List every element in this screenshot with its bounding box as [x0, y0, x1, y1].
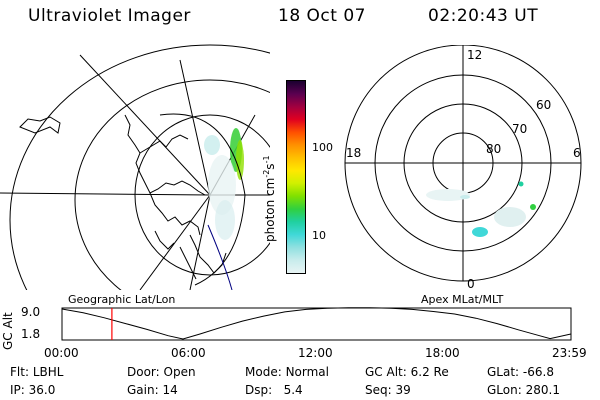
lat-circle-outer — [9, 44, 270, 290]
colorbar-unit-label: photon cm-2s-1 — [262, 155, 277, 242]
mlt-label-12: 12 — [467, 48, 482, 62]
info-ip: IP: 36.0 — [10, 383, 56, 397]
polar-mlt-plot: 12 18 6 0 60 70 80 — [344, 45, 582, 290]
left-map-caption: Geographic Lat/Lon — [68, 293, 176, 306]
instrument-title: Ultraviolet Imager — [28, 6, 191, 26]
date-label: 18 Oct 07 — [278, 6, 366, 26]
mlt-label-6: 6 — [573, 146, 581, 160]
timeline-xtick-0000: 00:00 — [44, 346, 79, 360]
timeline-ytick-bottom: 1.8 — [21, 327, 41, 341]
timeline-xtick-1200: 12:00 — [298, 346, 333, 360]
meridian-line — [139, 194, 211, 290]
info-gain: Gain: 14 — [127, 383, 178, 397]
info-seq: Seq: 39 — [365, 383, 411, 397]
terminator-line — [207, 224, 233, 290]
colorbar — [286, 80, 306, 274]
info-dsp: Dsp: 5.4 — [245, 383, 303, 397]
geographic-map — [0, 44, 270, 290]
lat-circle-inner — [134, 114, 270, 276]
mlt-label-18: 18 — [346, 146, 361, 160]
mlat-label-80: 80 — [486, 142, 501, 156]
timeline-xtick-1800: 18:00 — [425, 346, 460, 360]
aurora-emission — [204, 128, 244, 240]
polar-aurora — [426, 181, 536, 237]
info-gc-alt: GC Alt: 6.2 Re — [365, 365, 449, 379]
mlt-label-0: 0 — [467, 277, 475, 290]
colorbar-tick-10: 10 — [312, 229, 326, 242]
lat-circle-middle — [74, 79, 270, 290]
meridian-line — [179, 59, 211, 196]
mlat-label-60: 60 — [536, 98, 551, 112]
time-label: 02:20:43 UT — [428, 6, 539, 26]
altitude-timeline — [61, 307, 572, 341]
meridian-line — [79, 54, 211, 196]
timeline-ytick-top: 9.0 — [21, 305, 41, 319]
colorbar-tick-100: 100 — [312, 141, 333, 154]
timeline-xtick-2359: 23:59 — [552, 346, 587, 360]
info-door: Door: Open — [127, 365, 196, 379]
info-glon: GLon: 280.1 — [487, 383, 560, 397]
right-map-caption: Apex MLat/MLT — [421, 293, 504, 306]
timeline-xtick-0600: 06:00 — [171, 346, 206, 360]
coastline — [19, 114, 227, 280]
mlat-label-70: 70 — [512, 122, 527, 136]
timeline-frame — [61, 307, 572, 341]
info-mode: Mode: Normal — [245, 365, 329, 379]
info-flt: Flt: LBHL — [10, 365, 64, 379]
altitude-curve — [61, 307, 572, 340]
info-glat: GLat: -66.8 — [487, 365, 554, 379]
